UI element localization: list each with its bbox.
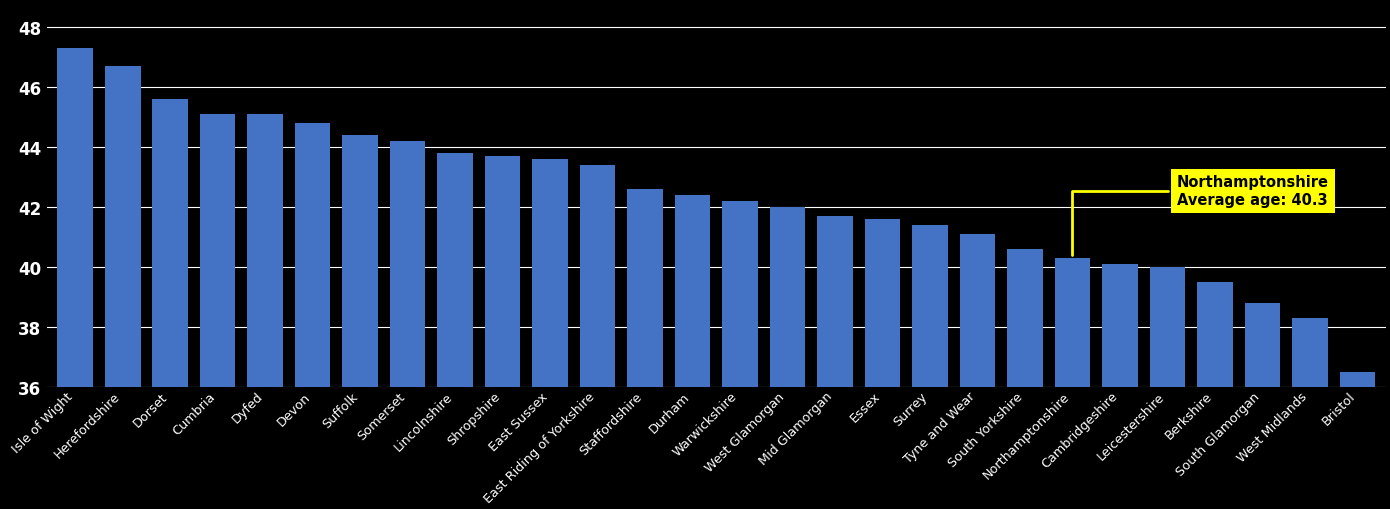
Bar (959, 234, 995, 387)
Bar (723, 202, 758, 387)
Bar (1055, 258, 1090, 387)
Bar (57, 49, 93, 387)
Bar (295, 124, 331, 387)
Bar (1008, 249, 1042, 387)
Bar (342, 136, 378, 387)
Bar (1102, 264, 1138, 387)
Bar (580, 165, 616, 387)
Bar (817, 216, 853, 387)
Bar (485, 157, 520, 387)
Bar (912, 225, 948, 387)
Bar (674, 195, 710, 387)
Bar (1150, 267, 1186, 387)
Bar (389, 142, 425, 387)
Bar (770, 208, 805, 387)
Bar (627, 189, 663, 387)
Bar (1244, 303, 1280, 387)
Bar (532, 160, 569, 387)
Bar (1340, 372, 1375, 387)
Text: Northamptonshire
Average age: 40.3: Northamptonshire Average age: 40.3 (1073, 175, 1329, 256)
Bar (200, 115, 235, 387)
Bar (1197, 282, 1233, 387)
Bar (153, 100, 188, 387)
Bar (438, 154, 473, 387)
Bar (104, 67, 140, 387)
Bar (247, 115, 284, 387)
Bar (865, 219, 901, 387)
Bar (1293, 318, 1327, 387)
